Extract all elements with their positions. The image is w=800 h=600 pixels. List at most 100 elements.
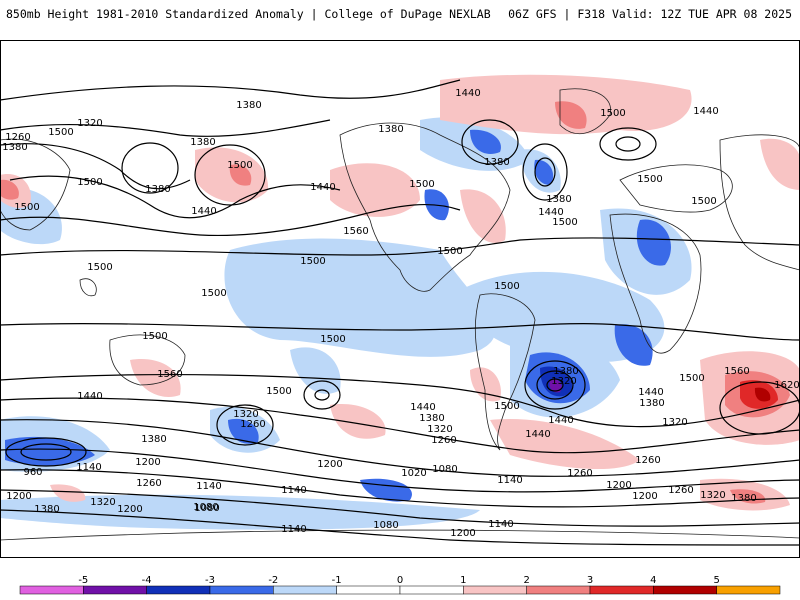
contour-label: 1380 [484,157,509,168]
contour-label: 1200 [450,528,475,539]
contour-label: 1440 [525,429,550,440]
colorbar-cell [526,585,591,595]
contour-label: 1200 [606,480,631,491]
contour-label: 1320 [427,424,452,435]
neg-anomaly-region [0,494,480,530]
contour-label: 1380 [145,184,170,195]
contour-label: 1320 [90,497,115,508]
colorbar-tick-label: 4 [650,575,656,586]
contour-label: 1260 [567,468,592,479]
contour-label: 1500 [494,401,519,412]
contour-label: 1020 [401,468,426,479]
contour-label: 1200 [632,491,657,502]
colorbar-tick-label: -3 [205,575,215,586]
pos-anomaly-region [555,101,587,129]
pos-anomaly-region [130,359,181,397]
model-valid-time: 06Z GFS | F318 Valid: 12Z TUE APR 08 202… [508,7,792,21]
neg-anomaly-region [228,418,259,444]
contour-label: 1560 [157,369,182,380]
contour-label: 1260 [5,132,30,143]
contour-label: 1500 [600,108,625,119]
pos-anomaly-region [229,164,252,186]
pos-anomaly-region [0,179,19,200]
contour-label: 1560 [343,226,368,237]
colorbar-cell [589,585,654,595]
contour-label: 1320 [700,490,725,501]
contour-label: 1440 [548,415,573,426]
contour-label: 1500 [679,373,704,384]
colorbar-ticks: -5 -4 -3 -2 -1 0 1 2 3 4 5 [78,575,720,586]
coastline-asia [719,134,800,271]
colorbar-tick-label: 0 [397,575,403,586]
contour-label: 1500 [227,160,252,171]
contour-label: 1440 [538,207,563,218]
coastline-australia [109,334,186,386]
height-contours [0,79,800,546]
colorbar-cell [716,585,781,595]
contour-label: 1500 [320,334,345,345]
colorbar-cell [19,585,84,595]
colorbar-cell [399,585,464,595]
contour-label: 1500 [494,281,519,292]
colorbar-cell [146,585,211,595]
contour-label: 1380 [731,493,756,504]
contour-label: 1200 [135,457,160,468]
contour-label: 1320 [662,417,687,428]
contour-label: 1380 [639,398,664,409]
contour-label: 1260 [240,419,265,430]
contour-label: 1260 [136,478,161,489]
contour-label: 1500 [552,217,577,228]
neg-anomaly-region [534,159,554,185]
contour-label: 1320 [233,409,258,420]
contour-label: 1440 [638,387,663,398]
coastline-pacific-islands [79,278,97,297]
contour-label: 1260 [635,455,660,466]
contour-label: 1320 [77,118,102,129]
contour-label: 1620 [774,380,799,391]
contour-label: 1200 [6,491,31,502]
colorbar-cell [273,585,337,595]
pos-anomaly-region [490,419,640,470]
contour-label: 1440 [310,182,335,193]
colorbar-cell [209,585,274,595]
neg-anomaly-region [636,219,671,266]
contour-label: 960 [23,467,42,478]
colorbar-tick-label: -4 [142,575,152,586]
contour-label: 1380 [2,142,27,153]
contour-label: 1380 [236,100,261,111]
contour-label: 1440 [191,206,216,217]
contour-label: 1140 [281,485,306,496]
coastline-africa [609,213,702,354]
contour-label: 1500 [691,196,716,207]
colorbar-tick-label: -5 [78,575,88,586]
anomaly-shading [0,74,800,530]
colorbar-tick-label: 2 [523,575,529,586]
contour-label: 1080 [193,502,218,513]
contour-labels: 1380 1440 1500 1260 1320 1380 1380 1500 … [2,88,799,539]
contour-label: 1380 [378,124,403,135]
contour-label: 1140 [497,475,522,486]
colorbar-cell [336,585,401,595]
contour-label: 1140 [488,519,513,530]
contour-label: 1140 [281,524,306,535]
pos-anomaly-region [460,189,506,243]
contour-label: 1380 [141,434,166,445]
pos-anomaly-region [330,404,386,439]
contour-label: 1500 [409,179,434,190]
contour-label: 1560 [724,366,749,377]
contour-label: 1500 [77,177,102,188]
neg-anomaly-region [614,324,653,366]
contour-label: 1380 [34,504,59,515]
contour-label: 1500 [300,256,325,267]
contour-label: 1140 [196,481,221,492]
weather-map: 1380 1440 1500 1260 1320 1380 1380 1500 … [0,40,800,558]
contour-label: 1380 [546,194,571,205]
contour-label: 1080 [373,520,398,531]
coastline-north-america [339,122,511,292]
contour-label: 1440 [455,88,480,99]
colorbar-cell [653,585,717,595]
contour-label: 1500 [201,288,226,299]
contour-label: 1500 [14,202,39,213]
contour-label: 1380 [190,137,215,148]
contour-label: 1080 [194,503,219,514]
